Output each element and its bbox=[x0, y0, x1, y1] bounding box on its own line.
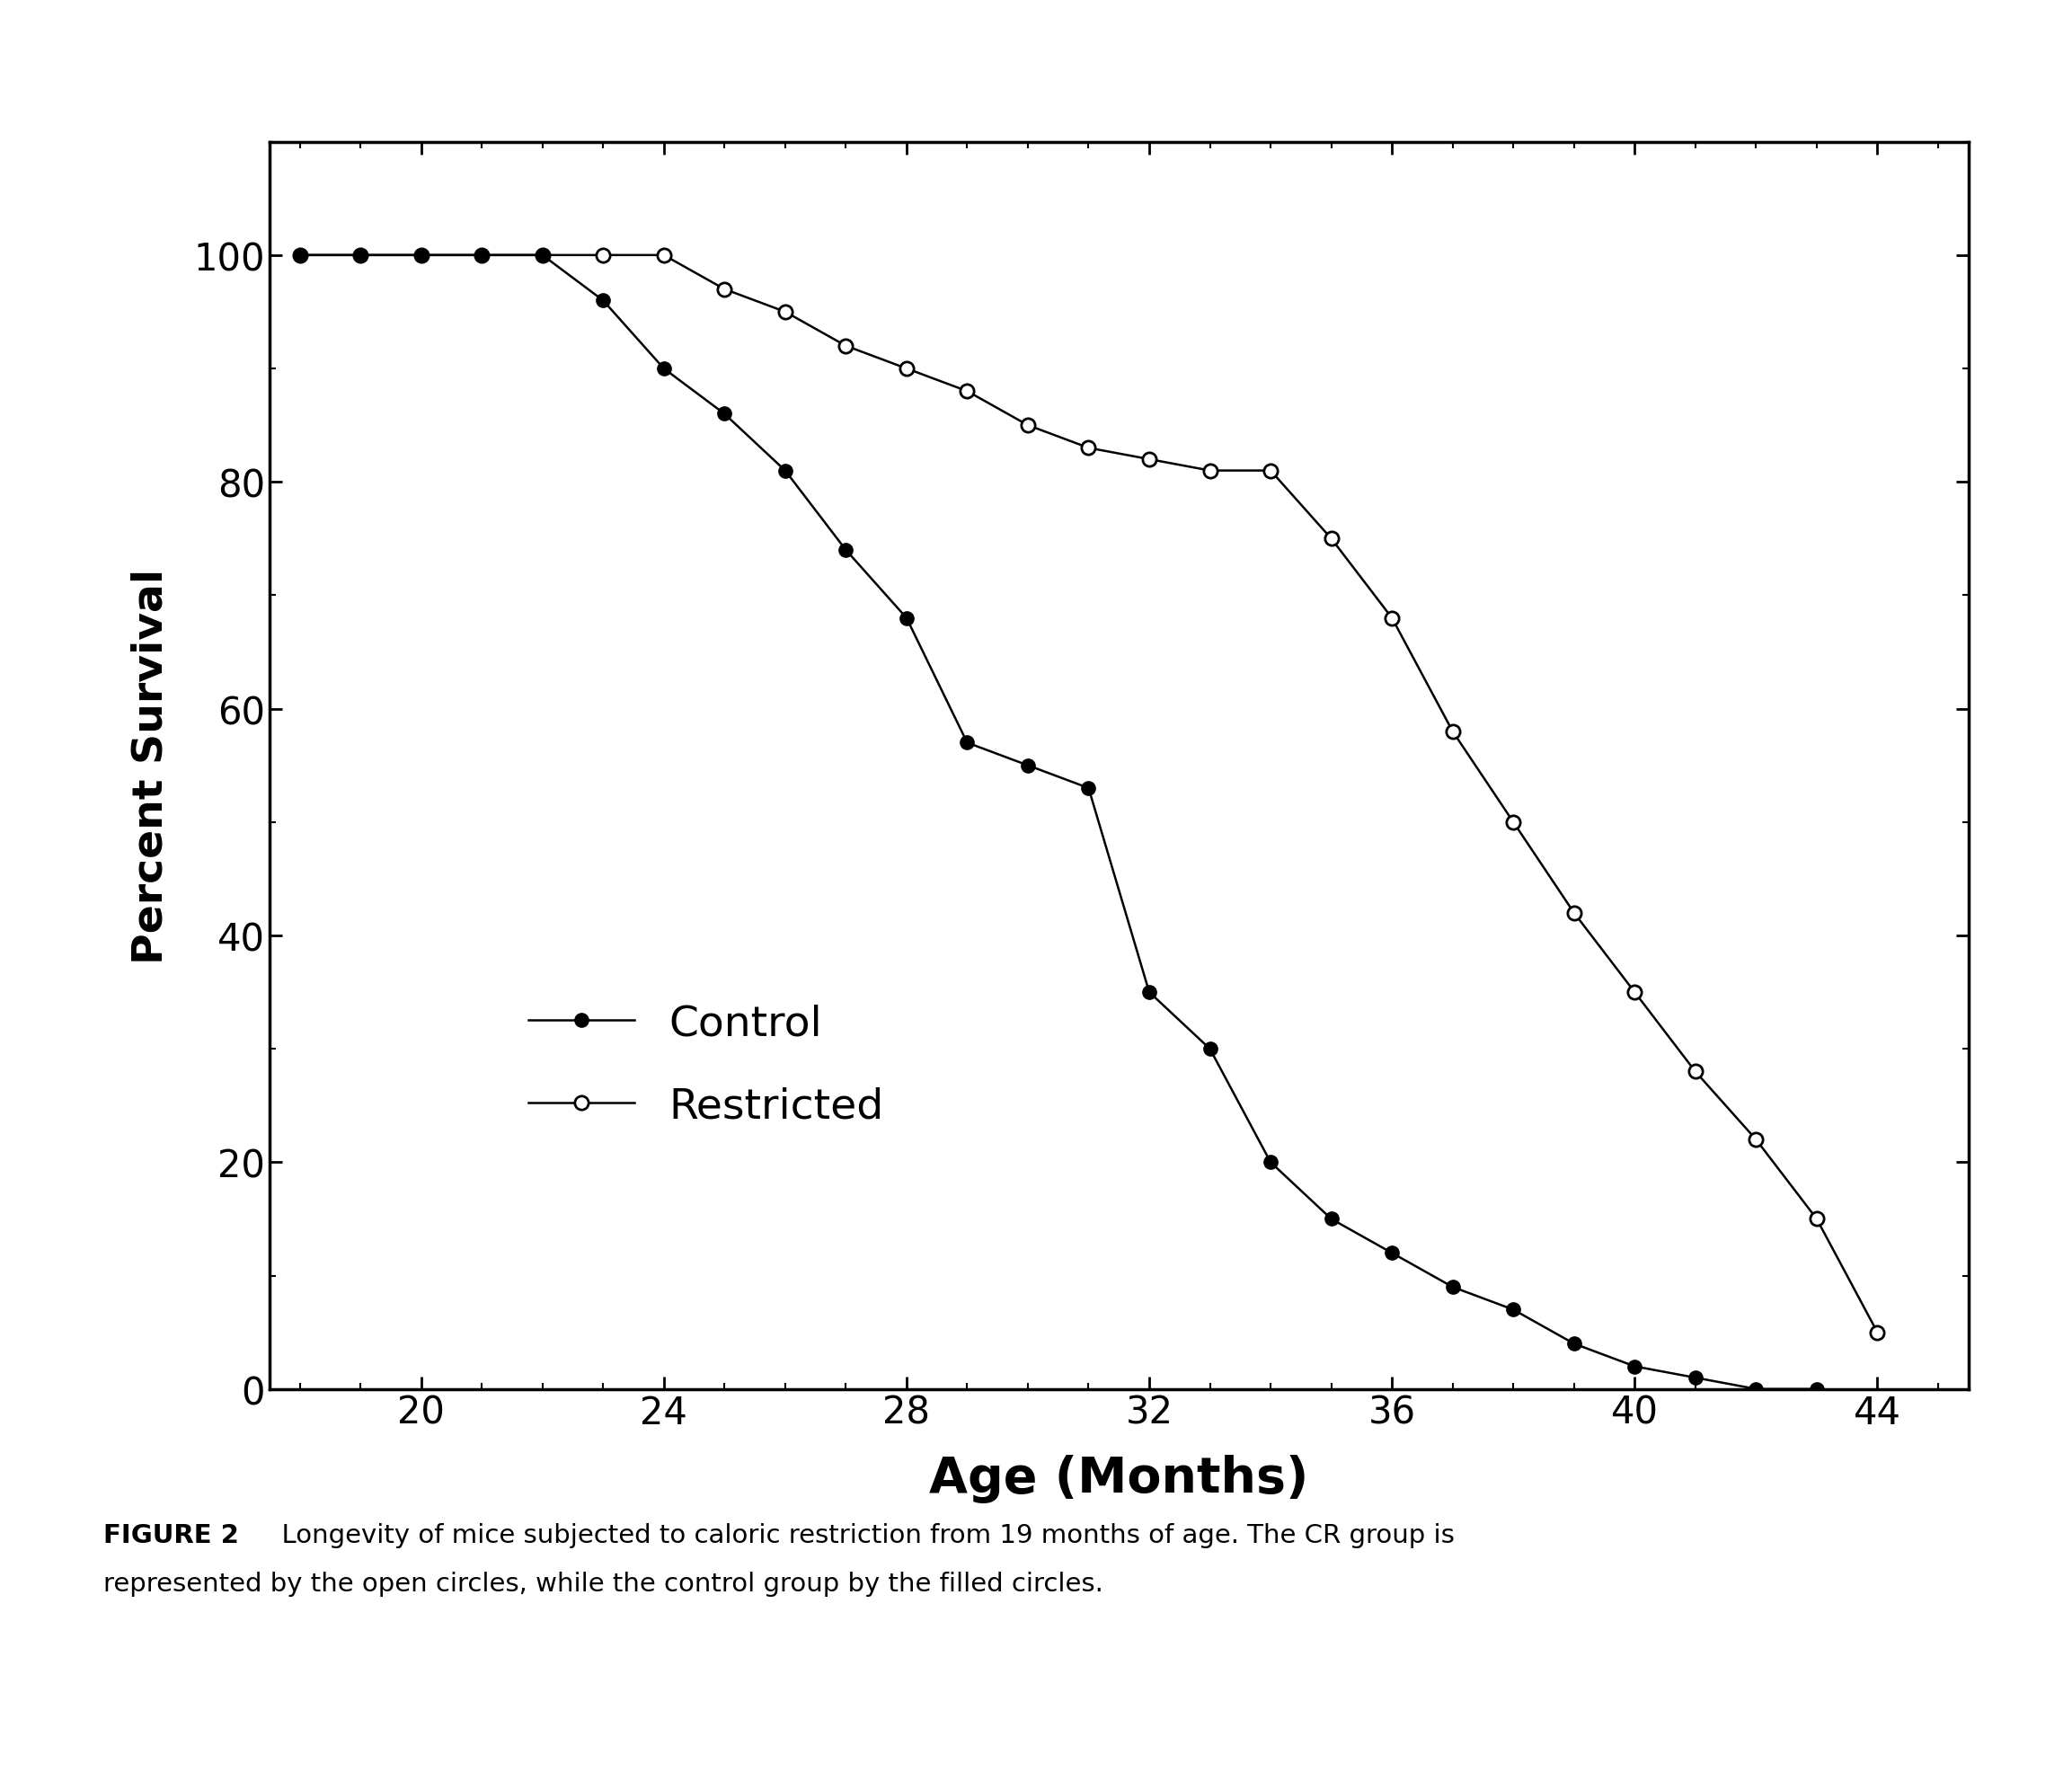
Legend: Control, Restricted: Control, Restricted bbox=[512, 987, 901, 1143]
X-axis label: Age (Months): Age (Months) bbox=[928, 1453, 1310, 1501]
Y-axis label: Percent Survival: Percent Survival bbox=[131, 568, 172, 964]
Text: FIGURE 2: FIGURE 2 bbox=[104, 1523, 238, 1548]
Text: Longevity of mice subjected to caloric restriction from 19 months of age. The CR: Longevity of mice subjected to caloric r… bbox=[265, 1523, 1455, 1548]
Text: represented by the open circles, while the control group by the filled circles.: represented by the open circles, while t… bbox=[104, 1571, 1104, 1596]
